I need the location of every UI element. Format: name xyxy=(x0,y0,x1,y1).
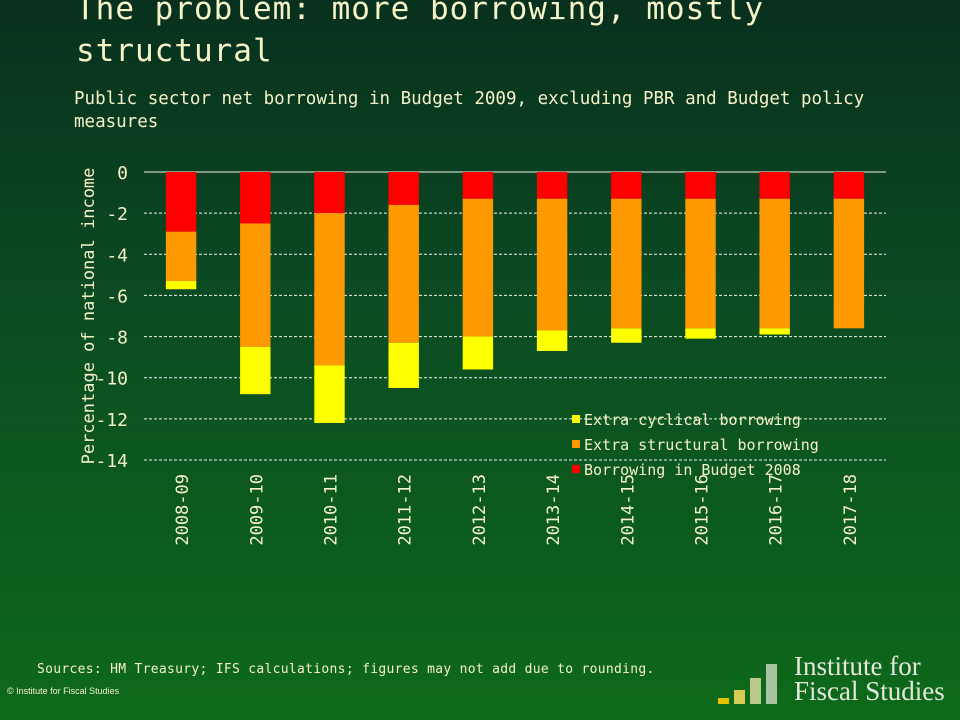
y-tick-label: -2 xyxy=(106,204,128,225)
bar-segment xyxy=(536,330,568,351)
ifs-logo: Institute for Fiscal Studies xyxy=(712,630,952,710)
x-tick-label: 2015-16 xyxy=(693,474,713,546)
bar-segment xyxy=(462,336,494,370)
bar-segment xyxy=(388,204,419,343)
logo-bar xyxy=(718,698,729,704)
logo-text: Institute for Fiscal Studies xyxy=(794,651,945,706)
bar-segment xyxy=(165,281,197,290)
bar-segment xyxy=(759,328,790,335)
bar-segment xyxy=(314,172,345,214)
logo-line-2: Fiscal Studies xyxy=(794,676,945,706)
x-tick-label: 2017-18 xyxy=(841,474,861,546)
x-tick-label: 2010-11 xyxy=(322,474,342,546)
bar-segment xyxy=(462,172,494,199)
legend-label: Borrowing in Budget 2008 xyxy=(584,461,801,479)
bar-segment xyxy=(759,198,790,329)
logo-line-1: Institute for xyxy=(794,651,921,681)
x-tick-label: 2011-12 xyxy=(396,474,416,546)
legend-swatch xyxy=(572,465,580,473)
bar-segment xyxy=(685,328,716,339)
y-tick-label: -6 xyxy=(106,286,128,307)
bar-segment xyxy=(611,198,642,329)
bar-segment xyxy=(240,223,271,347)
y-tick-label: -4 xyxy=(106,245,128,266)
bar-segment xyxy=(462,198,494,337)
logo-bar xyxy=(766,664,777,704)
bar-segment xyxy=(759,172,790,199)
bar-segment xyxy=(165,231,197,282)
slide-title: The problem: more borrowing, mostly stru… xyxy=(76,0,765,69)
bar-segment xyxy=(611,328,642,343)
legend-swatch xyxy=(572,415,580,423)
bar-segment xyxy=(536,198,568,331)
bar-segment xyxy=(240,172,271,224)
bar-segment xyxy=(685,198,716,329)
x-tick-label: 2013-14 xyxy=(544,474,564,546)
bar-segment xyxy=(611,172,642,199)
bar-segment xyxy=(388,172,419,205)
bar-segment xyxy=(314,365,345,423)
bar-segment xyxy=(685,172,716,199)
y-tick-label: 0 xyxy=(117,163,128,184)
bar-segment xyxy=(833,198,865,329)
bar-segment xyxy=(536,172,568,199)
y-tick-label: -10 xyxy=(95,369,128,390)
legend-label: Extra cyclical borrowing xyxy=(584,411,801,429)
y-tick-label: -8 xyxy=(106,328,128,349)
y-tick-label: -14 xyxy=(95,451,128,472)
x-tick-label: 2008-09 xyxy=(173,474,193,546)
legend-label: Extra structural borrowing xyxy=(584,436,819,454)
logo-bar xyxy=(750,678,761,704)
copyright-notice: © Institute for Fiscal Studies xyxy=(7,686,120,696)
x-tick-label: 2016-17 xyxy=(767,474,787,546)
logo-bar xyxy=(734,690,745,704)
bar-segment xyxy=(388,342,419,388)
y-tick-label: -12 xyxy=(95,410,128,431)
bar-segment xyxy=(240,346,271,395)
bar-segment xyxy=(165,172,197,232)
chart-subtitle: Public sector net borrowing in Budget 20… xyxy=(74,89,865,132)
bar-segment xyxy=(314,213,345,366)
x-tick-label: 2009-10 xyxy=(247,474,267,546)
sources-note: Sources: HM Treasury; IFS calculations; … xyxy=(37,662,655,677)
x-tick-label: 2012-13 xyxy=(470,474,490,546)
legend-swatch xyxy=(572,440,580,448)
y-axis-label: Percentage of national income xyxy=(79,168,99,465)
x-tick-label: 2014-15 xyxy=(618,474,638,546)
bar-segment xyxy=(833,172,865,199)
